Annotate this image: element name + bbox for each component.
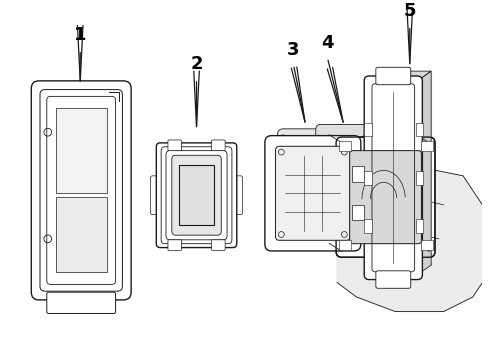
- Bar: [339, 240, 351, 249]
- FancyBboxPatch shape: [376, 271, 411, 288]
- FancyBboxPatch shape: [316, 125, 420, 247]
- Bar: [55, 197, 107, 272]
- Bar: [416, 122, 423, 136]
- Polygon shape: [337, 166, 483, 311]
- FancyBboxPatch shape: [31, 81, 131, 300]
- FancyBboxPatch shape: [47, 96, 116, 284]
- Bar: [352, 205, 364, 220]
- FancyBboxPatch shape: [212, 240, 225, 251]
- Text: 4: 4: [321, 34, 334, 52]
- FancyBboxPatch shape: [40, 90, 122, 291]
- Polygon shape: [383, 71, 431, 265]
- FancyBboxPatch shape: [47, 292, 116, 314]
- Bar: [364, 171, 372, 185]
- FancyBboxPatch shape: [350, 150, 421, 244]
- FancyBboxPatch shape: [277, 129, 371, 242]
- Bar: [421, 141, 433, 150]
- Text: 3: 3: [287, 41, 300, 59]
- Text: 5: 5: [404, 2, 416, 20]
- FancyBboxPatch shape: [376, 67, 411, 85]
- Bar: [179, 165, 215, 225]
- Bar: [339, 141, 351, 150]
- Bar: [416, 171, 423, 185]
- FancyBboxPatch shape: [156, 143, 237, 248]
- FancyBboxPatch shape: [336, 137, 435, 257]
- Bar: [55, 108, 107, 193]
- FancyBboxPatch shape: [168, 140, 181, 150]
- FancyBboxPatch shape: [364, 76, 422, 280]
- FancyBboxPatch shape: [229, 176, 243, 215]
- Bar: [416, 220, 423, 233]
- FancyBboxPatch shape: [212, 140, 225, 150]
- FancyBboxPatch shape: [172, 155, 221, 235]
- FancyBboxPatch shape: [168, 240, 181, 251]
- Polygon shape: [369, 71, 431, 81]
- Text: 1: 1: [74, 26, 86, 44]
- FancyBboxPatch shape: [150, 176, 164, 215]
- FancyBboxPatch shape: [275, 146, 350, 240]
- FancyBboxPatch shape: [265, 136, 361, 251]
- Polygon shape: [417, 71, 431, 275]
- Text: 2: 2: [190, 55, 203, 73]
- Bar: [364, 122, 372, 136]
- Bar: [352, 166, 364, 182]
- Bar: [364, 220, 372, 233]
- Bar: [421, 240, 433, 249]
